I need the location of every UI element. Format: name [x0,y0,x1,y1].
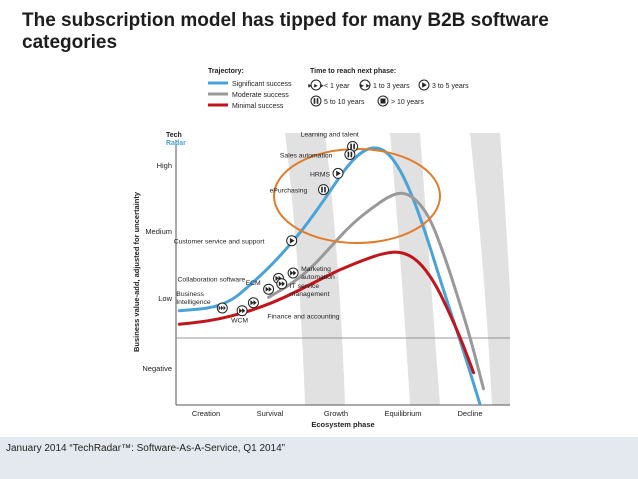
marker-label-wcm: WCM [231,318,248,325]
marker-label-it-service-management: IT service management [290,283,330,298]
marker-marketing-automation [287,267,299,279]
marker-label-finance-and-accounting: Finance and accounting [267,314,339,321]
band-equilibrium [390,133,440,405]
legend-time-title: Time to reach next phase: [310,68,396,75]
y-tick-medium: Medium [145,227,172,236]
marker-label-customer-service-and-support: Customer service and support [174,239,265,246]
slide-title: The subscription model has tipped for ma… [22,10,549,53]
legend-time-5to10: 5 to 10 years [324,99,365,106]
phase-bands [285,133,510,405]
series-line-minimal-success [177,250,476,375]
x-tick-decline: Decline [457,409,482,418]
series-line-moderate-success [267,191,485,391]
legend-time-single-icon [418,79,430,91]
legend: Trajectory: Significant success Moderate… [208,68,469,110]
marker-epurchasing [318,184,329,196]
legend-time-pause-icon [310,95,322,107]
x-tick-labels: Creation Survival Growth Equilibrium Dec… [192,409,483,418]
y-tick-negative: Negative [142,364,172,373]
y-axis-label: Business value-add, adjusted for uncerta… [132,191,141,352]
legend-label-significant: Significant success [232,81,292,88]
band-growth [285,133,345,405]
legend-label-minimal: Minimal success [232,103,284,110]
marker-sales-automation [344,149,356,160]
marker-wcm [236,305,248,317]
legend-time-gt10: > 10 years [391,99,424,106]
y-tick-low: Low [158,294,172,303]
x-tick-equilibrium: Equilibrium [384,409,421,418]
x-tick-growth: Growth [324,409,348,418]
marker-business-intelligence [216,302,228,314]
brand-tech: Tech [166,132,182,139]
footer-citation: January 2014 “TechRadar™: Software-As-A-… [6,443,286,454]
marker-it-service-management [276,278,288,290]
legend-time-stop-icon [377,95,389,107]
band-decline [470,133,510,405]
marker-hrms [332,167,344,179]
marker-label-epurchasing: ePurchasing [270,188,308,195]
legend-time-lt1: < 1 year [324,83,350,90]
marker-ecm [263,283,275,295]
y-tick-high: High [157,161,172,170]
svg-text:►►►: ►►► [307,84,325,90]
techradar-chart: Tech Radar High Medium Low Negative Busi… [132,68,510,429]
svg-text:►►: ►► [359,84,371,90]
marker-label-marketing-automation: Marketing automation [301,266,335,281]
marker-layer: Learning and talent Sales automation HRMS e… [174,132,359,325]
x-tick-survival: Survival [257,409,284,418]
marker-label-business-intelligence: Business Intelligence [176,291,211,306]
legend-time-triple-icon: ►►► [307,79,325,91]
x-tick-creation: Creation [192,409,220,418]
series-layer [177,146,485,405]
legend-time-3to5: 3 to 5 years [432,83,469,90]
marker-label-sales-automation: Sales automation [280,153,333,160]
legend-time-1to3: 1 to 3 years [373,83,410,90]
x-axis-label: Ecosystem phase [311,420,374,429]
marker-label-ecm: ECM [246,280,261,287]
brand-radar: Radar [166,140,186,147]
legend-label-moderate: Moderate success [232,92,289,99]
marker-label-hrms: HRMS [310,171,330,178]
techradar-brand: Tech Radar [166,132,186,147]
legend-time-double-icon: ►► [359,79,371,91]
marker-label-collaboration-software: Collaboration software [178,276,246,283]
y-tick-labels: High Medium Low Negative [142,161,172,373]
marker-label-learning-and-talent: Learning and talent [301,132,359,139]
legend-trajectory-title: Trajectory: [208,68,244,75]
marker-customer-service-and-support [286,235,298,247]
footer-band [0,437,638,479]
marker-finance-and-accounting [247,297,259,309]
series-line-significant-success [177,146,482,405]
